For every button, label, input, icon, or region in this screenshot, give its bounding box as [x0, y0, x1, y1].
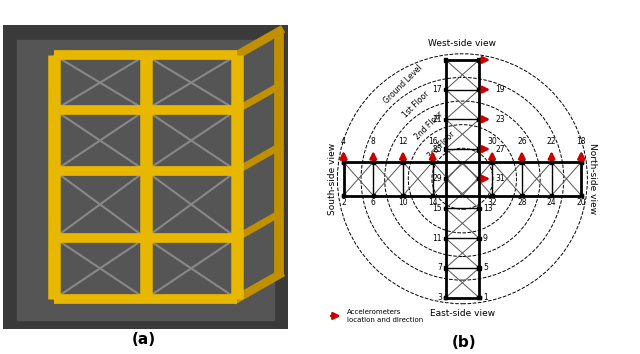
- Bar: [444, 236, 447, 240]
- Text: 1st Floor: 1st Floor: [401, 90, 431, 120]
- Bar: [550, 160, 553, 164]
- Text: 22: 22: [547, 137, 556, 145]
- Bar: [550, 194, 553, 197]
- Bar: [342, 194, 345, 197]
- Text: South-side view: South-side view: [328, 143, 337, 215]
- Text: 8: 8: [371, 137, 376, 145]
- Text: West-side view: West-side view: [428, 39, 497, 48]
- Text: 24: 24: [547, 198, 556, 207]
- Bar: [477, 296, 481, 299]
- Text: 31: 31: [495, 174, 505, 183]
- Bar: [342, 160, 345, 164]
- Bar: [444, 88, 447, 91]
- Bar: [444, 266, 447, 270]
- Text: 1: 1: [483, 293, 488, 302]
- Bar: [372, 194, 375, 197]
- Text: 21: 21: [433, 115, 442, 124]
- Text: 25: 25: [432, 144, 442, 154]
- Bar: [490, 194, 494, 197]
- Bar: [445, 162, 479, 195]
- Bar: [580, 194, 583, 197]
- Text: 18: 18: [577, 137, 586, 145]
- Text: 3rd Floor: 3rd Floor: [426, 130, 457, 160]
- Text: 9: 9: [483, 234, 488, 243]
- Bar: [477, 88, 481, 91]
- Text: 4: 4: [341, 137, 346, 145]
- Text: 16: 16: [428, 137, 438, 145]
- Text: 14: 14: [428, 198, 438, 207]
- Text: 17: 17: [432, 85, 442, 94]
- Bar: [401, 160, 404, 164]
- Bar: [444, 118, 447, 121]
- Bar: [477, 147, 481, 151]
- Text: 15: 15: [432, 204, 442, 213]
- Text: 11: 11: [433, 234, 442, 243]
- Text: 6: 6: [371, 198, 376, 207]
- Bar: [580, 160, 583, 164]
- Text: 23: 23: [495, 115, 505, 124]
- Bar: [444, 207, 447, 210]
- Text: (b): (b): [452, 336, 476, 350]
- Bar: [431, 194, 435, 197]
- Text: 32: 32: [487, 198, 497, 207]
- Text: Ground Level: Ground Level: [382, 63, 424, 105]
- Text: 29: 29: [432, 174, 442, 183]
- Text: 10: 10: [398, 198, 408, 207]
- Bar: [520, 160, 524, 164]
- Text: North-side view: North-side view: [588, 143, 597, 214]
- Bar: [444, 147, 447, 151]
- Bar: [490, 160, 494, 164]
- Bar: [372, 160, 375, 164]
- Text: 2nd Floor: 2nd Floor: [413, 109, 445, 141]
- Text: 20: 20: [577, 198, 586, 207]
- Bar: [580, 194, 583, 197]
- Text: 30: 30: [487, 137, 497, 145]
- Text: 3: 3: [437, 293, 442, 302]
- Text: 2: 2: [341, 198, 346, 207]
- Bar: [431, 160, 435, 164]
- Bar: [477, 118, 481, 121]
- Text: 26: 26: [517, 137, 527, 145]
- Bar: [342, 194, 345, 197]
- Bar: [520, 194, 524, 197]
- Text: 5: 5: [483, 263, 488, 273]
- Bar: [342, 160, 345, 164]
- Bar: [401, 194, 404, 197]
- Bar: [477, 207, 481, 210]
- Text: (a): (a): [132, 332, 156, 347]
- Bar: [477, 266, 481, 270]
- Bar: [444, 58, 447, 62]
- Text: 12: 12: [398, 137, 408, 145]
- Text: East-side view: East-side view: [430, 309, 495, 318]
- Text: 7: 7: [437, 263, 442, 273]
- Bar: [444, 177, 447, 181]
- Bar: [444, 296, 447, 299]
- Bar: [477, 296, 481, 299]
- Bar: [580, 160, 583, 164]
- Bar: [444, 296, 447, 299]
- Bar: [477, 236, 481, 240]
- Bar: [477, 58, 481, 62]
- Text: 28: 28: [517, 198, 527, 207]
- Text: 13: 13: [483, 204, 493, 213]
- Text: Accelerometers
location and direction: Accelerometers location and direction: [347, 309, 423, 323]
- Text: 27: 27: [495, 144, 505, 154]
- Bar: [477, 177, 481, 181]
- Text: 19: 19: [495, 85, 505, 94]
